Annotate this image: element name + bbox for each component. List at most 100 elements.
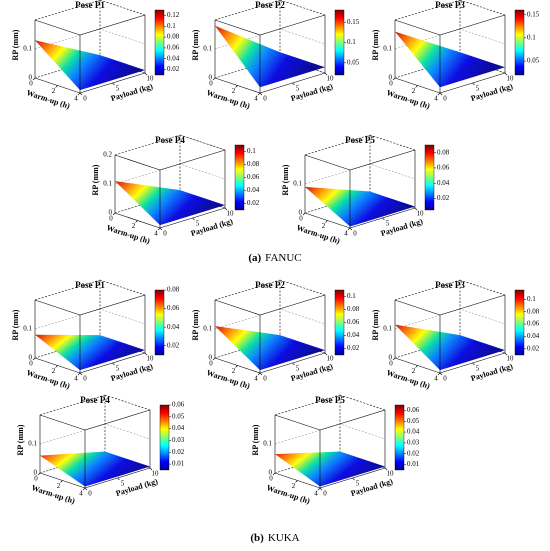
caption-text: FANUC [265,252,301,264]
z-tick-label: 0.1 [293,180,302,188]
x-axis-label: Warm-up (h) [25,88,71,111]
x-tick [32,357,36,361]
x-tick-label: 2 [232,87,236,95]
colorbar [394,404,405,471]
z-tick-label: 0.1 [263,440,272,448]
x-axis-label: Warm-up (h) [385,368,431,391]
box-edge [39,414,86,431]
colorbar-tick-label: 0.01 [172,460,185,468]
box-edge [459,279,506,296]
subplot-title: Pose P1 [75,0,105,10]
y-tick [324,352,328,356]
colorbar-tick-label: 0.02 [167,65,180,73]
x-tick [77,92,81,96]
colorbar-tick-label: 0.08 [527,307,540,315]
z-tick-label: 0 [299,209,303,217]
x-tick [415,365,418,368]
y-tick-label: 5 [386,220,390,228]
box-edge [214,19,261,36]
z-tick-label: 0 [29,354,33,362]
y-tick-label: 10 [227,210,235,218]
box-edge [439,14,506,36]
y-tick [144,72,148,76]
box-edge [259,294,326,316]
colorbar [514,9,525,76]
z-tick-label: 0 [109,209,113,217]
y-tick-label: 10 [152,470,160,478]
surface [115,181,225,226]
box-edge [34,19,81,36]
x-tick-label: 2 [57,482,61,490]
x-tick-label: 2 [292,482,296,490]
y-tick [382,217,385,221]
x-tick-label: 2 [412,87,416,95]
y-tick-label: 10 [327,355,335,363]
x-axis-label: Warm-up (h) [265,483,311,506]
x-tick [347,227,351,231]
box-edge [214,279,281,301]
y-tick [472,82,475,86]
z-tick-label: 0.1 [23,325,32,333]
colorbar-tick-label: 0.06 [172,401,185,409]
y-tick [439,372,443,376]
subplot-title: Pose P2 [255,280,285,290]
x-tick-label: 2 [52,367,56,375]
colorbar-tick-label: 0.03 [407,439,420,447]
colorbar-tick-label: 0.15 [347,18,360,26]
x-axis-label: Warm-up (h) [385,88,431,111]
y-tick-label: 0 [323,490,327,498]
x-tick-label: 0 [299,215,303,223]
y-tick-label: 10 [387,470,395,478]
y-tick [112,362,115,366]
x-tick [257,92,261,96]
colorbar-tick-label: 0.06 [347,318,360,326]
box-edge [319,409,386,431]
colorbar-tick-label: 0.08 [347,305,360,313]
surface [215,326,325,371]
x-tick-label: 4 [344,230,348,238]
x-tick-label: 4 [79,490,83,498]
box-edge [99,279,146,296]
box-edge [274,414,321,431]
x-tick-label: 0 [389,360,393,368]
box-edge [79,14,146,36]
x-tick [235,365,238,368]
y-tick-label: 10 [327,75,335,83]
colorbar [334,289,345,356]
y-tick [292,82,295,86]
colorbar-tick-label: 0.08 [167,286,180,294]
x-tick [392,77,396,81]
colorbar-tick-label: 0.05 [407,417,420,425]
colorbar-tick-label: 0.02 [407,449,420,457]
colorbar-tick-label: 0.06 [247,173,260,181]
colorbar-tick-label: 0.02 [172,448,185,456]
y-tick-label: 0 [163,230,167,238]
surface [40,451,150,487]
x-axis-label: Warm-up (h) [105,223,151,246]
x-tick-label: 4 [254,375,258,383]
y-tick-label: 5 [121,480,125,488]
box-edge [369,134,416,151]
subplot-title: Pose P4 [155,135,185,145]
box-edge [279,0,326,16]
x-tick [37,472,41,476]
colorbar-tick-label: 0.04 [167,54,180,62]
colorbar-tick-label: 0.1 [527,33,536,41]
colorbar-tick-label: 0.04 [167,323,180,331]
x-tick [235,85,238,88]
colorbar-tick-label: 0.02 [437,194,450,202]
y-tick-label: 0 [443,95,447,103]
x-tick-label: 2 [232,367,236,375]
box-edge [394,0,461,21]
box-edge [79,294,146,316]
x-tick [135,220,138,223]
box-edge [114,154,161,171]
y-tick-label: 5 [296,365,300,373]
colorbar-tick-label: 0.02 [347,344,360,352]
caption-label: (a) [248,252,261,264]
colorbar-tick-label: 0.04 [247,186,260,194]
box-edge [274,394,341,416]
